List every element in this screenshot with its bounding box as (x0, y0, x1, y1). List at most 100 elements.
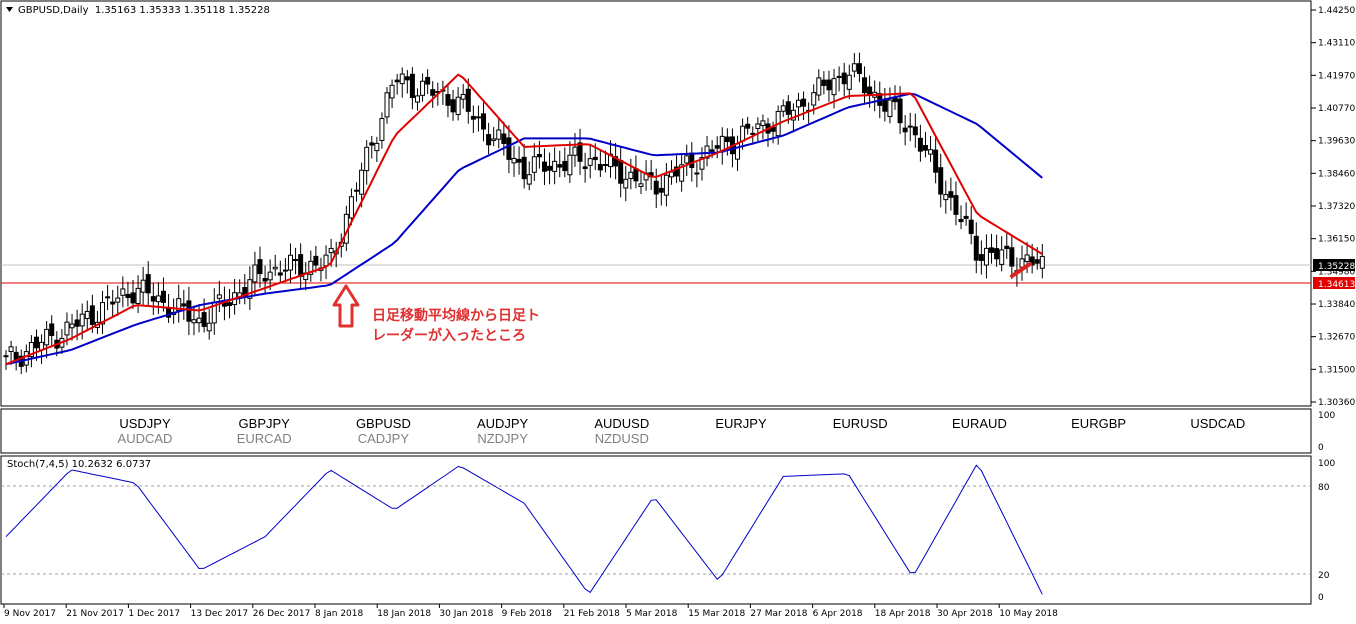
candle-body (8, 346, 14, 353)
candle-body (531, 156, 537, 173)
candle-body (943, 194, 949, 201)
candle-body (272, 266, 278, 270)
candle-body (181, 303, 187, 307)
current-price-label: 1.35228 (1318, 262, 1355, 272)
candle-body (684, 155, 690, 164)
candle-body (481, 113, 487, 130)
symbol-button-audjpy[interactable]: AUDJPY (476, 416, 529, 431)
time-axis: 9 Nov 2017 21 Nov 2017 1 Dec 2017 13 Dec 20… (3, 604, 1058, 619)
price-tick-label: 1.43110 (1318, 39, 1355, 49)
candle-body (536, 153, 542, 158)
candle-body (1029, 256, 1035, 266)
price-axis: 1.44250 1.43110 1.41970 1.40770 1.39630 1.384… (1311, 6, 1355, 408)
candle-body (694, 172, 700, 175)
candle-body (521, 156, 527, 180)
candle-body (298, 254, 304, 277)
time-tick-label: 18 Jan 2018 (377, 609, 431, 619)
candle-body (795, 99, 801, 108)
candle-body (511, 157, 517, 164)
candle-body (933, 149, 939, 173)
candle-body (653, 180, 659, 195)
candle-body (994, 248, 1000, 260)
candle-body (958, 218, 964, 223)
price-tick-label: 1.37320 (1318, 202, 1355, 212)
symbol-button-audcad[interactable]: AUDCAD (117, 431, 173, 446)
stoch-axis-100: 100 (1318, 459, 1335, 469)
time-tick-label: 13 Dec 2017 (191, 609, 249, 619)
candle-body (150, 296, 156, 302)
candle-body (470, 115, 476, 120)
candle-body (79, 313, 85, 327)
candle-body (668, 171, 674, 178)
candle-body (658, 187, 664, 193)
symbol-button-nzdjpy[interactable]: NZDJPY (477, 431, 528, 446)
triangle-down-icon[interactable] (6, 7, 13, 12)
candle-body (902, 127, 908, 133)
annotation-text: 日足移動平均線から日足ト レーダーが入ったところ (372, 306, 540, 346)
time-tick-label: 26 Dec 2017 (253, 609, 310, 619)
candle-body (978, 254, 984, 261)
candle-body (592, 156, 598, 161)
candle-body (359, 169, 365, 195)
candle-body (186, 300, 192, 322)
symbol-button-usdjpy[interactable]: USDJPY (119, 416, 171, 431)
symbol-button-nzdusd[interactable]: NZDUSD (594, 431, 649, 446)
candle-body (404, 76, 410, 81)
candle-body (348, 196, 354, 219)
candle-body (785, 101, 791, 115)
candle-body (420, 80, 426, 96)
symbol-button-eurjpy[interactable]: EURJPY (715, 416, 767, 431)
moving-average-slow (5, 92, 1043, 366)
symbol-axis-0: 0 (1318, 443, 1324, 453)
candle-body (846, 74, 852, 90)
candle-body (13, 351, 19, 360)
price-tick-label: 1.44250 (1318, 6, 1355, 16)
candle-body (313, 255, 319, 266)
candle-body (602, 164, 608, 167)
candle-body (74, 319, 80, 327)
price-tick-label: 1.33840 (1318, 300, 1355, 310)
candlesticks (3, 52, 1045, 375)
candle-body (836, 75, 842, 78)
candle-body (369, 142, 375, 146)
candle-body (49, 323, 55, 336)
symbol-button-euraud[interactable]: EURAUD (951, 416, 1007, 431)
symbol-button-audusd[interactable]: AUDUSD (594, 416, 650, 431)
symbol-button-usdcad[interactable]: USDCAD (1190, 416, 1246, 431)
time-tick-label: 8 Jan 2018 (315, 609, 363, 619)
candle-body (160, 290, 166, 303)
candle-body (425, 76, 431, 85)
candle-body (663, 174, 669, 196)
candle-body (856, 63, 862, 75)
candle-body (252, 264, 258, 283)
candle-body (841, 72, 847, 85)
candle-body (69, 323, 75, 329)
symbol-button-gbpusd[interactable]: GBPUSD (355, 416, 411, 431)
symbol-button-gbpjpy[interactable]: GBPJPY (238, 416, 290, 431)
stoch-label: Stoch(7,4,5) 10.2632 6.0737 (7, 459, 152, 470)
candle-body (724, 136, 730, 143)
symbol-button-eurcad[interactable]: EURCAD (236, 431, 292, 446)
candle-body (328, 247, 334, 254)
price-tick-label: 1.34980 (1318, 267, 1355, 277)
time-tick-label: 9 Feb 2018 (502, 609, 553, 619)
trend-marker[interactable] (1010, 262, 1032, 278)
candle-body (750, 132, 756, 135)
candle-body (140, 279, 146, 293)
symbol-button-eurgbp[interactable]: EURGBP (1071, 416, 1127, 431)
candle-body (3, 355, 9, 358)
symbol-button-eurusd[interactable]: EURUSD (832, 416, 888, 431)
candle-body (674, 166, 680, 177)
candle-body (887, 99, 893, 118)
price-tick-label: 1.39630 (1318, 137, 1355, 147)
candle-body (567, 154, 573, 176)
candle-body (790, 109, 796, 121)
candle-body (572, 146, 578, 156)
line-price-label: 1.34613 (1318, 280, 1355, 290)
candle-body (262, 277, 268, 282)
candle-body (735, 143, 741, 160)
candle-body (191, 319, 197, 324)
candle-body (247, 279, 253, 299)
symbol-button-cadjpy[interactable]: CADJPY (357, 431, 410, 446)
